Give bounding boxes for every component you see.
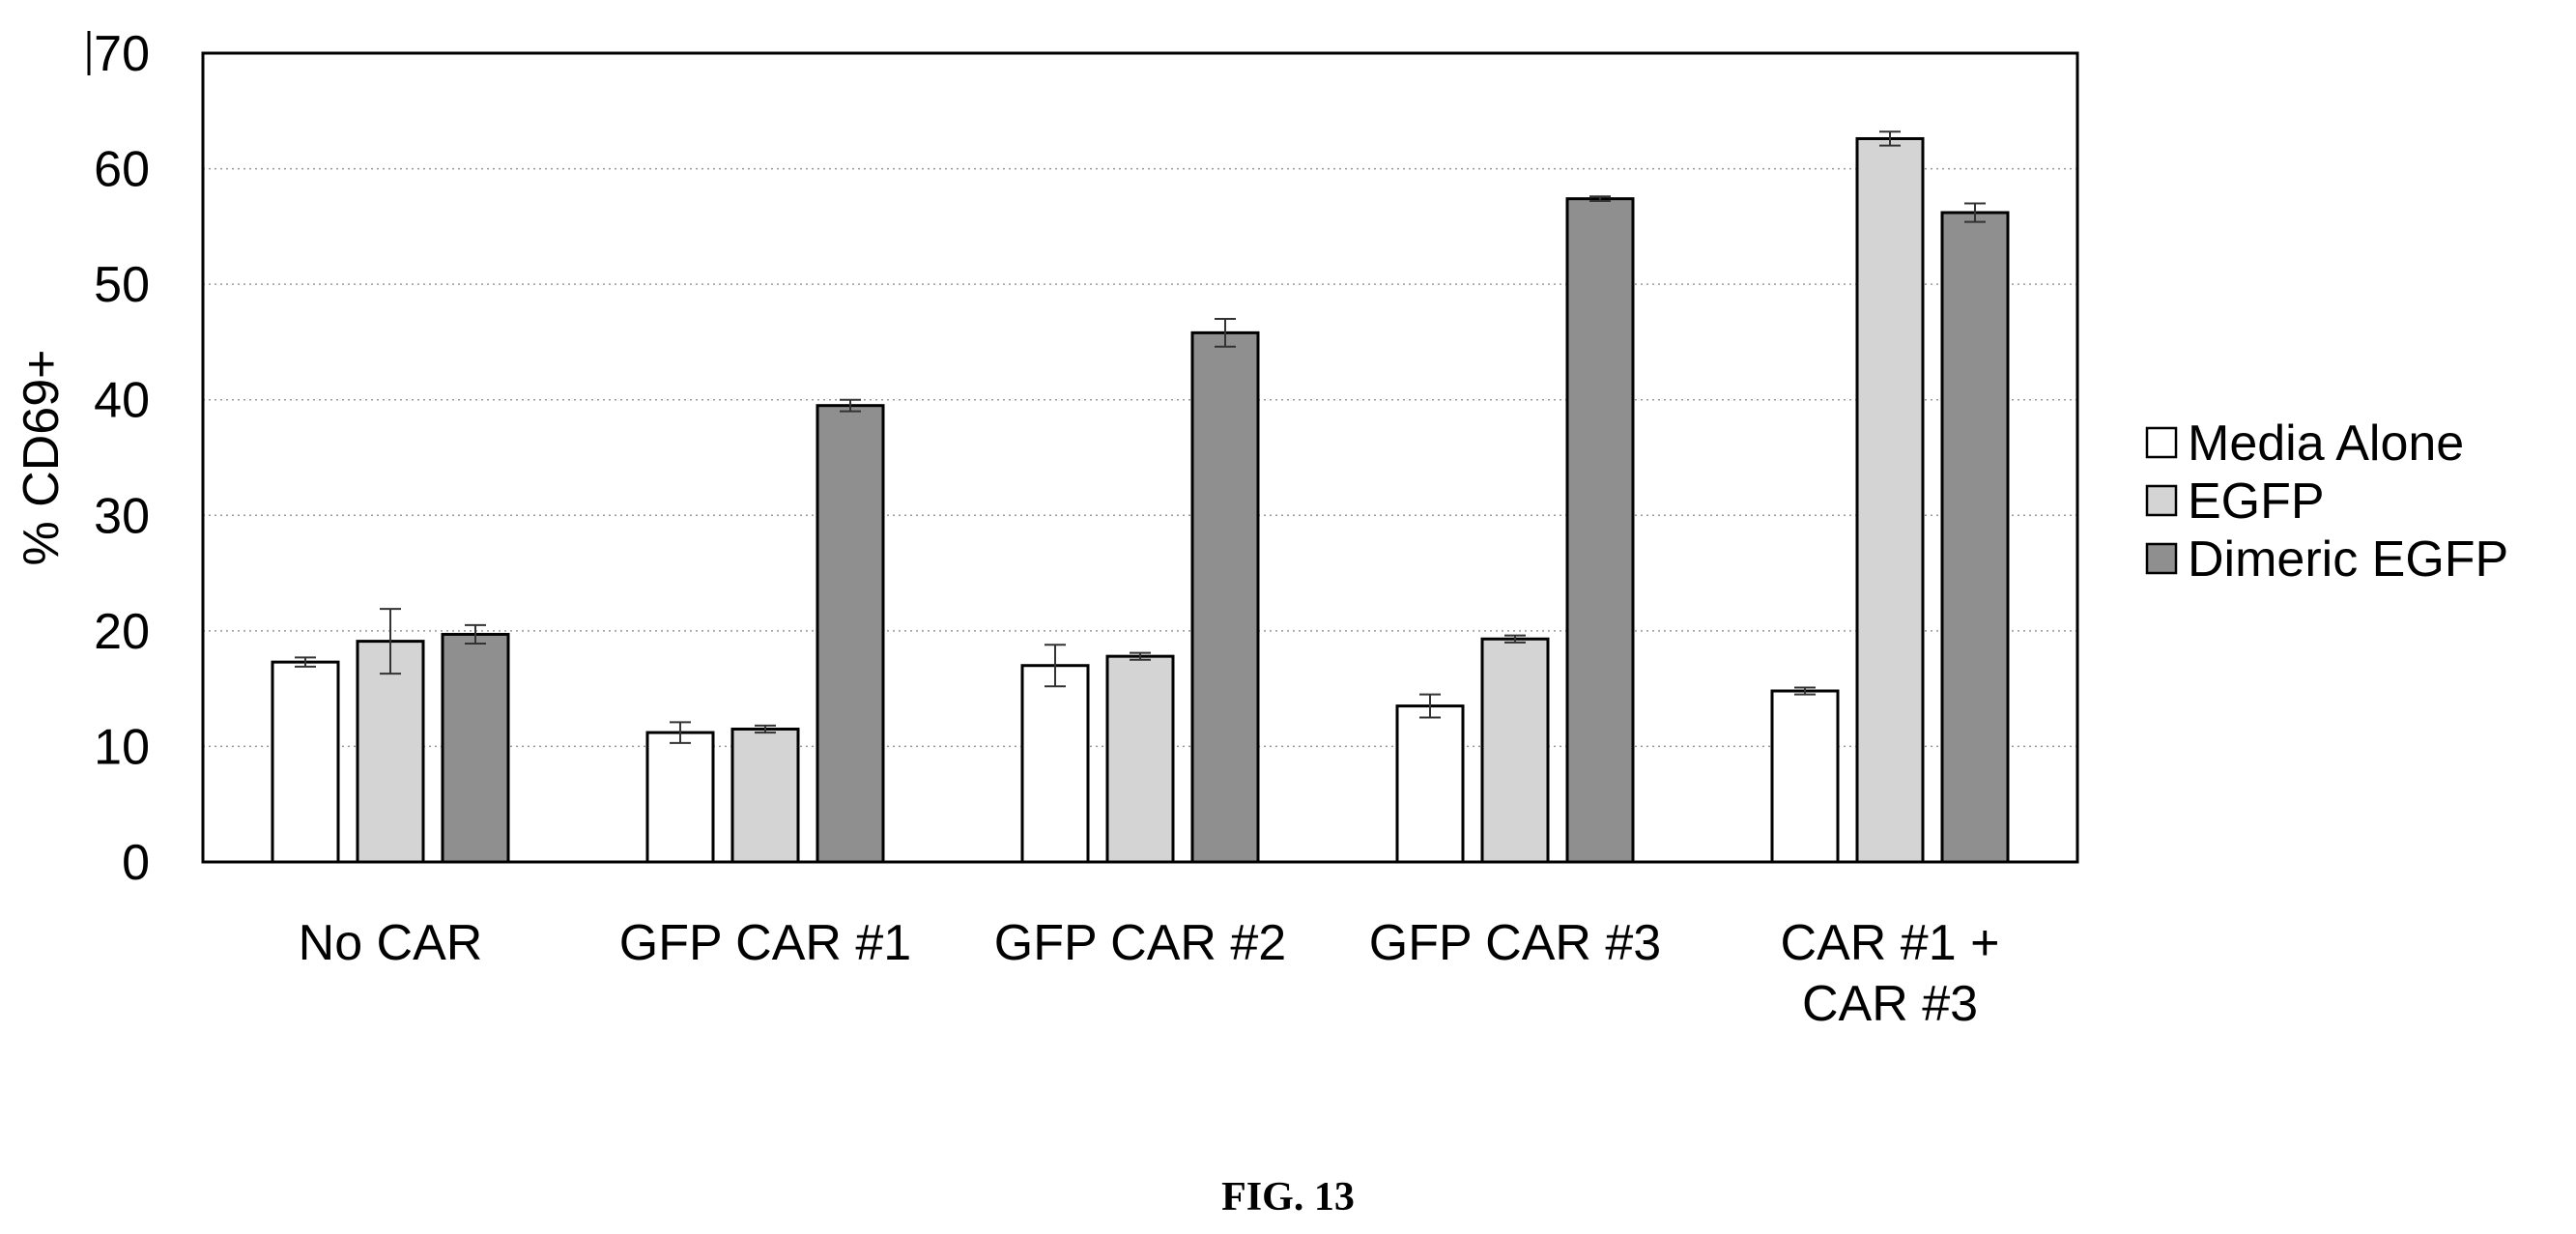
x-category-label: CAR #1 + [1781, 915, 2000, 971]
x-category-label: CAR #3 [1802, 976, 1978, 1032]
bar [1395, 704, 1465, 864]
bar [816, 404, 885, 864]
bar [1020, 664, 1090, 864]
bars [271, 130, 2010, 864]
figure-caption: FIG. 13 [1221, 1175, 1355, 1220]
legend-swatch [2145, 484, 2178, 517]
y-axis-ticks: 0 10 20 30 40 50 60 70 [87, 26, 150, 891]
y-tick-label: 10 [94, 719, 150, 775]
x-category-label: GFP CAR #1 [619, 915, 911, 971]
bar [1770, 689, 1840, 864]
y-axis-title: % CD69+ [14, 350, 70, 566]
bar [271, 660, 340, 864]
x-category-label: GFP CAR #3 [1369, 915, 1661, 971]
y-tick-label: 40 [94, 373, 150, 429]
bar [356, 640, 425, 864]
legend-label: Media Alone [2188, 416, 2464, 472]
y-tick-label: 30 [94, 488, 150, 544]
bar [441, 632, 510, 864]
x-axis-category-labels: No CAR GFP CAR #1 GFP CAR #2 GFP CAR #3 CAR … [299, 915, 2000, 1032]
y-tick-label: 20 [94, 604, 150, 660]
x-category-label: No CAR [299, 915, 483, 971]
bar [1480, 637, 1550, 864]
y-tick-label: 70 [94, 26, 150, 82]
y-tick-label: 50 [94, 257, 150, 313]
legend-swatch [2145, 542, 2178, 575]
bar [730, 727, 800, 864]
legend-label: Dimeric EGFP [2188, 531, 2508, 588]
bar [1565, 197, 1635, 864]
x-category-label: GFP CAR #2 [994, 915, 1286, 971]
bar [1105, 654, 1175, 864]
bar [1855, 136, 1925, 864]
bar [1190, 330, 1260, 864]
bar [645, 731, 715, 864]
bar [1940, 211, 2010, 864]
legend-swatch [2145, 426, 2178, 459]
y-tick-label: 60 [94, 142, 150, 198]
legend-label: EGFP [2188, 474, 2325, 530]
y-tick-label: 0 [122, 835, 150, 891]
